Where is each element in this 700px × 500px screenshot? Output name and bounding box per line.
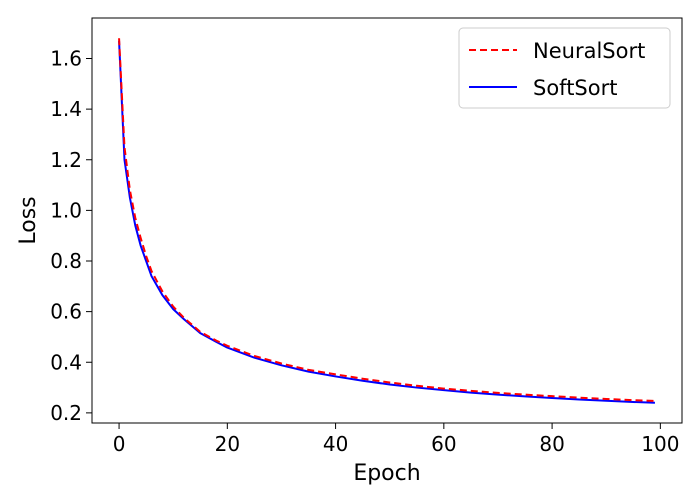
series-line-neuralsort bbox=[118, 38, 655, 402]
y-tick-label: 1.2 bbox=[50, 148, 82, 172]
y-tick-label: 1.6 bbox=[50, 47, 82, 71]
x-axis-ticks: 0 20 40 60 80 100 bbox=[113, 423, 679, 456]
y-tick-label: 0.4 bbox=[50, 350, 82, 374]
x-tick-label: 60 bbox=[431, 432, 456, 456]
y-axis-label: Loss bbox=[16, 196, 41, 244]
x-axis-label: Epoch bbox=[353, 461, 420, 486]
legend-label-softsort: SoftSort bbox=[533, 76, 617, 100]
legend: NeuralSort SoftSort bbox=[458, 27, 671, 109]
y-tick-label: 1.4 bbox=[50, 97, 82, 121]
legend-label-neuralsort: NeuralSort bbox=[533, 39, 645, 63]
y-tick-label: 1.0 bbox=[50, 198, 82, 222]
x-tick-label: 100 bbox=[641, 432, 679, 456]
series-lines bbox=[118, 38, 655, 404]
x-tick-label: 20 bbox=[215, 432, 240, 456]
y-tick-label: 0.8 bbox=[50, 249, 82, 273]
series-line-softsort bbox=[118, 40, 655, 404]
x-tick-label: 40 bbox=[323, 432, 348, 456]
x-tick-label: 0 bbox=[113, 432, 126, 456]
axes-frame bbox=[91, 17, 683, 424]
y-tick-label: 0.6 bbox=[50, 300, 82, 324]
y-axis-ticks: 0.2 0.4 0.6 0.8 1.0 1.2 1.4 1.6 bbox=[50, 47, 92, 425]
y-tick-label: 0.2 bbox=[50, 401, 82, 425]
x-tick-label: 80 bbox=[539, 432, 564, 456]
